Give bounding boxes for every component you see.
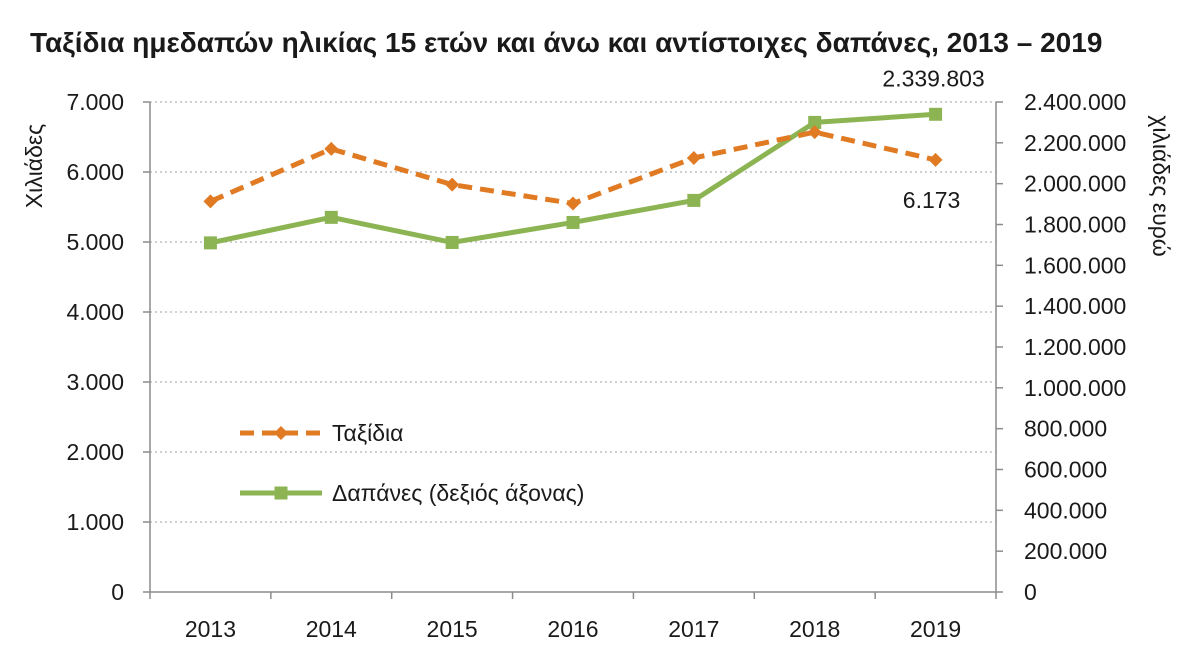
chart-title: Ταξίδια ημεδαπών ηλικίας 15 ετών και άνω…	[30, 27, 1102, 58]
data-label: 2.339.803	[882, 65, 984, 91]
data-point	[686, 151, 701, 165]
x-tick-label: 2019	[910, 616, 961, 642]
x-tick-label: 2015	[427, 616, 478, 642]
data-point	[203, 236, 217, 250]
right-tick-label: 2.000.000	[1024, 171, 1126, 197]
series-line	[209, 129, 937, 206]
data-point	[324, 210, 338, 224]
series-taxidia: 6.173	[203, 125, 960, 213]
legend-swatch-marker	[274, 486, 288, 500]
x-tick-label: 2017	[668, 616, 719, 642]
left-tick-label: 4.000	[66, 299, 124, 325]
legend-swatch-marker	[274, 426, 288, 440]
gridlines	[150, 101, 996, 523]
x-tick-label: 2016	[547, 616, 598, 642]
data-point	[324, 141, 339, 156]
data-point	[566, 215, 580, 229]
right-tick-label: 1.800.000	[1024, 212, 1126, 238]
right-axis-title: χιλιάδες ευρώ	[1148, 115, 1174, 257]
data-point	[808, 115, 822, 129]
left-tick-label: 6.000	[66, 159, 124, 185]
data-point	[445, 177, 460, 192]
series-layer: 2.339.803 6.173	[203, 65, 985, 250]
right-tick-label: 0	[1024, 579, 1037, 605]
right-tick-label: 400.000	[1024, 497, 1107, 523]
data-point	[203, 194, 218, 209]
x-axis-ticks: 2013 2014 2015 2016 2017 2018 2019	[149, 592, 997, 642]
right-tick-label: 800.000	[1024, 416, 1107, 442]
right-axis-ticks: 0 200.000 400.000 600.000 800.000 1.000.000 1.…	[996, 89, 1126, 605]
data-point	[445, 235, 459, 249]
right-tick-label: 2.200.000	[1024, 130, 1126, 156]
left-axis-ticks: 0 1.000 2.000 3.000 4.000 5.000 6.000 7.000	[66, 89, 150, 605]
legend-entry: Δαπάνες (δεξιός άξονας)	[240, 480, 584, 506]
legend-label: Ταξίδια	[332, 420, 403, 446]
left-tick-label: 1.000	[66, 509, 124, 535]
left-tick-label: 0	[111, 579, 124, 605]
left-tick-label: 2.000	[66, 439, 124, 465]
right-tick-label: 200.000	[1024, 538, 1107, 564]
data-point	[687, 193, 701, 207]
series-dapanes: 2.339.803	[203, 65, 985, 250]
data-point	[928, 152, 943, 167]
data-label: 6.173	[903, 187, 961, 213]
right-tick-label: 1.000.000	[1024, 375, 1126, 401]
right-tick-label: 600.000	[1024, 457, 1107, 483]
left-tick-label: 3.000	[66, 369, 124, 395]
legend-entry: Ταξίδια	[240, 420, 403, 446]
x-tick-label: 2014	[306, 616, 357, 642]
left-axis-title: Χιλιάδες	[21, 124, 47, 209]
left-tick-label: 5.000	[66, 229, 124, 255]
right-tick-label: 2.400.000	[1024, 89, 1126, 115]
left-tick-label: 7.000	[66, 89, 124, 115]
data-point	[929, 107, 943, 121]
right-tick-label: 1.600.000	[1024, 252, 1126, 278]
right-tick-label: 1.400.000	[1024, 293, 1126, 319]
legend: Ταξίδια Δαπάνες (δεξιός άξονας)	[240, 420, 584, 506]
data-point	[807, 125, 822, 140]
data-point	[566, 196, 580, 211]
right-tick-label: 1.200.000	[1024, 334, 1126, 360]
x-tick-label: 2018	[789, 616, 840, 642]
axes	[149, 102, 997, 593]
x-tick-label: 2013	[185, 616, 236, 642]
legend-label: Δαπάνες (δεξιός άξονας)	[332, 480, 584, 506]
